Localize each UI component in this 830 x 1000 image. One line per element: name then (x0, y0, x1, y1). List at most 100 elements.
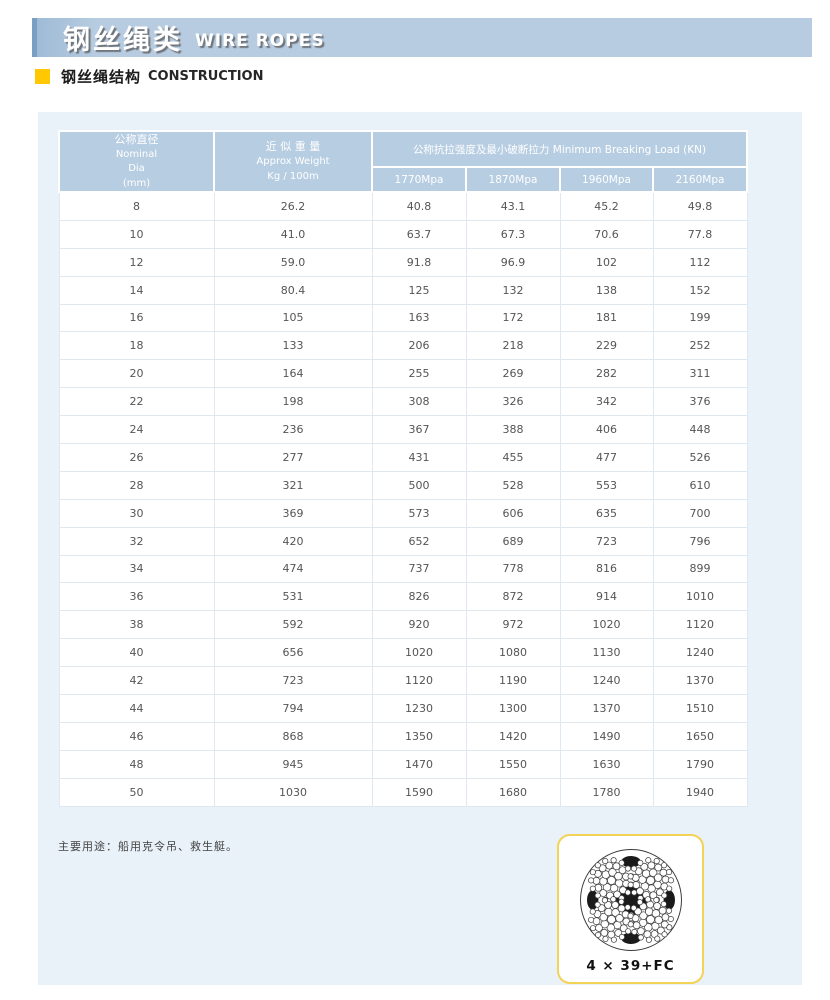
table-cell: 388 (465, 415, 561, 444)
table-cell: 43.1 (465, 191, 561, 221)
table-cell: 1130 (559, 638, 654, 668)
table-cell: 1120 (652, 610, 748, 640)
table-cell: 872 (465, 582, 561, 612)
table-cell: 269 (465, 359, 561, 389)
table-row: 26 277 431 455 477 526 (58, 442, 748, 472)
table-cell: 163 (371, 303, 467, 333)
table-cell: 311 (652, 359, 748, 389)
table-cell: 573 (371, 498, 467, 528)
table-row: 20 164 255 269 282 311 (58, 359, 748, 389)
yellow-square-bullet-icon (35, 68, 50, 84)
table-cell: 36 (58, 582, 215, 612)
table-cell: 723 (559, 526, 654, 556)
table-cell: 1300 (465, 693, 561, 723)
table-cell: 63.7 (371, 219, 467, 249)
table-row: 24 236 367 388 406 448 (58, 415, 748, 444)
table-cell: 40 (58, 638, 215, 668)
table-cell: 49.8 (652, 191, 748, 221)
table-cell: 1370 (652, 666, 748, 695)
table-cell: 420 (213, 526, 373, 556)
table-cell: 172 (465, 303, 561, 333)
table-cell: 920 (371, 610, 467, 640)
table-cell: 42 (58, 666, 215, 695)
table-cell: 778 (465, 554, 561, 584)
table-cell: 91.8 (371, 247, 467, 277)
table-row: 46 868 1350 1420 1490 1650 (58, 721, 748, 751)
table-cell: 592 (213, 610, 373, 640)
table-cell: 526 (652, 442, 748, 472)
table-cell: 8 (58, 191, 215, 221)
table-cell: 164 (213, 359, 373, 389)
wire-rope-spec-table: 公称直径 Nominal Dia (mm) 近 似 重 量 Approx Wei… (58, 129, 749, 807)
table-row: 14 80.4 125 132 138 152 (58, 275, 748, 305)
table-cell: 198 (213, 387, 373, 417)
table-cell: 1230 (371, 693, 467, 723)
table-cell: 826 (371, 582, 467, 612)
table-cell: 152 (652, 275, 748, 305)
table-cell: 1120 (371, 666, 467, 695)
table-cell: 40.8 (371, 191, 467, 221)
rope-cross-section-card: 4 × 39+FC (557, 834, 704, 984)
table-cell: 914 (559, 582, 654, 612)
table-row: 18 133 206 218 229 252 (58, 331, 748, 361)
table-cell: 1010 (652, 582, 748, 612)
table-cell: 125 (371, 275, 467, 305)
table-cell: 96.9 (465, 247, 561, 277)
table-cell: 46 (58, 721, 215, 751)
table-cell: 50 (58, 777, 215, 807)
subcol-1870mpa: 1870Mpa (465, 166, 561, 194)
subcol-1770mpa: 1770Mpa (371, 166, 467, 194)
table-row: 38 592 920 972 1020 1120 (58, 610, 748, 640)
table-row: 34 474 737 778 816 899 (58, 554, 748, 584)
table-cell: 41.0 (213, 219, 373, 249)
page-title-bar: 钢丝绳类 WIRE ROPES (32, 18, 812, 57)
table-cell: 1190 (465, 666, 561, 695)
table-cell: 308 (371, 387, 467, 417)
table-cell: 77.8 (652, 219, 748, 249)
col1-line: Dia (128, 163, 145, 175)
table-cell: 1020 (371, 638, 467, 668)
table-cell: 474 (213, 554, 373, 584)
col1-line: Nominal (115, 148, 158, 160)
table-cell: 48 (58, 749, 215, 779)
table-cell: 448 (652, 415, 748, 444)
table-cell: 868 (213, 721, 373, 751)
table-cell: 652 (371, 526, 467, 556)
table-cell: 477 (559, 442, 654, 472)
table-cell: 26 (58, 442, 215, 472)
table-cell: 737 (371, 554, 467, 584)
subcol-2160mpa: 2160Mpa (651, 166, 749, 194)
table-cell: 28 (58, 470, 215, 500)
table-cell: 376 (652, 387, 748, 417)
content-panel: 公称直径 Nominal Dia (mm) 近 似 重 量 Approx Wei… (38, 112, 802, 985)
table-row: 8 26.2 40.8 43.1 45.2 49.8 (58, 191, 748, 221)
table-cell: 528 (465, 470, 561, 500)
table-cell: 26.2 (213, 191, 373, 221)
page-title-en: WIRE ROPES (195, 30, 325, 51)
table-cell: 12 (58, 247, 215, 277)
table-cell: 369 (213, 498, 373, 528)
table-row: 36 531 826 872 914 1010 (58, 582, 748, 612)
table-cell: 367 (371, 415, 467, 444)
table-cell: 945 (213, 749, 373, 779)
table-cell: 30 (58, 498, 215, 528)
table-cell: 1470 (371, 749, 467, 779)
table-row: 42 723 1120 1190 1240 1370 (58, 666, 748, 695)
table-cell: 406 (559, 415, 654, 444)
table-cell: 1790 (652, 749, 748, 779)
table-cell: 38 (58, 610, 215, 640)
col-header-approx-weight: 近 似 重 量 Approx Weight Kg / 100m (213, 129, 373, 194)
table-cell: 34 (58, 554, 215, 584)
col1-line: 公称直径 (114, 133, 159, 146)
table-cell: 1030 (213, 777, 373, 807)
table-row: 12 59.0 91.8 96.9 102 112 (58, 247, 748, 277)
table-cell: 1510 (652, 693, 748, 723)
rope-construction-label: 4 × 39+FC (586, 958, 675, 974)
table-body: 8 26.2 40.8 43.1 45.2 49.8 10 41.0 63.7 67.3 70.6 7… (58, 191, 748, 807)
table-cell: 70.6 (559, 219, 654, 249)
table-cell: 80.4 (213, 275, 373, 305)
table-cell: 102 (559, 247, 654, 277)
table-cell: 1080 (465, 638, 561, 668)
table-cell: 20 (58, 359, 215, 389)
table-cell: 689 (465, 526, 561, 556)
